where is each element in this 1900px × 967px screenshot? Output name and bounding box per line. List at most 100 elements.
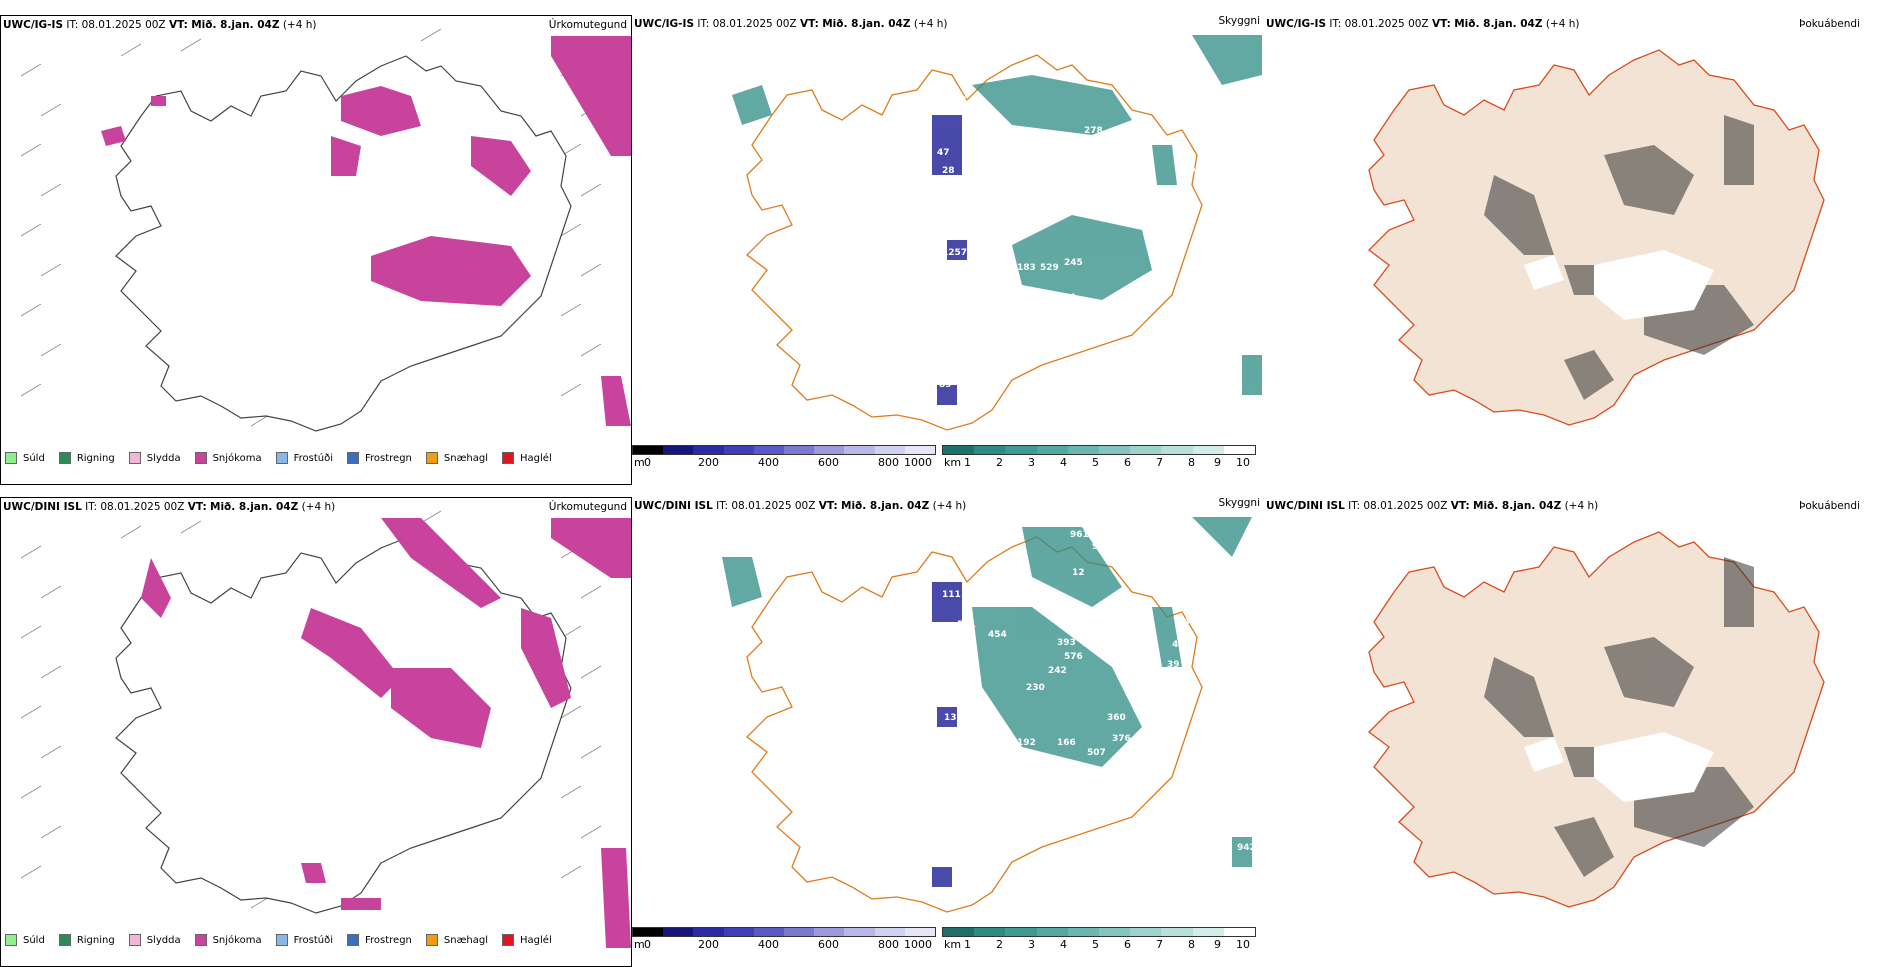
- value-label: 942: [1092, 542, 1111, 552]
- legend-swatch: [347, 452, 359, 464]
- legend-swatch: [502, 934, 515, 946]
- tick-label: 6: [1124, 938, 1131, 951]
- tick-label: 4: [1060, 456, 1067, 469]
- tick-label: 9: [1214, 938, 1221, 951]
- legend-swatch: [347, 934, 359, 946]
- visibility-panel-top: UWC/IG-IS IT: 08.01.2025 00Z VT: Mið. 8.…: [632, 15, 1264, 485]
- ceiling-colorbar-ticks: m 0 200 400 600 800 1000: [632, 455, 936, 469]
- precip-type-panel-top: UWC/IG-IS IT: 08.01.2025 00Z VT: Mið. 8.…: [0, 15, 632, 485]
- legend-swatch: [5, 452, 17, 464]
- tick-label: 3: [1028, 938, 1035, 951]
- visibility-colorbar-ramp: [942, 445, 1256, 455]
- tick-label: 8: [1188, 938, 1195, 951]
- legend-item-frostudi: Frostúði: [275, 452, 333, 464]
- legend-swatch: [194, 934, 207, 946]
- legend-item-slydda: Slydda: [128, 452, 181, 464]
- tick-label: 8: [1188, 456, 1195, 469]
- value-label: 47: [937, 148, 950, 158]
- coastline: [115, 537, 572, 914]
- low-ceiling-areas: [932, 582, 962, 887]
- legend-item-rigning: Rigning: [58, 452, 115, 464]
- wind-barbs: [20, 510, 602, 909]
- tick-label: 600: [818, 456, 839, 469]
- visibility-colorbar: km 1 2 3 4 5 6 7 8 9 10: [942, 445, 1256, 475]
- low-visibility-areas: [722, 517, 1252, 867]
- visibility-colorbar-ramp: [942, 927, 1256, 937]
- value-label: 675: [1177, 165, 1196, 175]
- value-label: 454: [988, 630, 1007, 640]
- value-label: 18: [707, 690, 720, 700]
- precip-legend: Súld Rigning Slydda Snjókoma Frostúði Fr…: [5, 448, 566, 468]
- value-label: 278: [1084, 126, 1103, 136]
- value-label: 89: [939, 380, 952, 390]
- legend-item-snaehagl: Snæhagl: [425, 452, 488, 464]
- legend-swatch: [275, 934, 288, 946]
- fog-panel-bottom: UWC/DINI ISL IT: 08.01.2025 00Z VT: Mið.…: [1264, 497, 1900, 967]
- tick-label: 10: [1236, 456, 1250, 469]
- value-label: 961: [1070, 530, 1089, 540]
- snow-areas: [101, 36, 631, 426]
- glacier-areas: [1524, 732, 1714, 802]
- tick-label: 1000: [904, 938, 932, 951]
- legend-item-frostudi: Frostúði: [275, 934, 333, 946]
- panel-type-label: Úrkomutegund: [548, 19, 627, 31]
- panel-header: UWC/DINI ISL IT: 08.01.2025 00Z VT: Mið.…: [1266, 500, 1599, 512]
- panel-type-label: Úrkomutegund: [548, 501, 627, 513]
- legend-swatch: [128, 934, 141, 946]
- legend-item-frostregn: Frostregn: [347, 934, 412, 946]
- value-label: 39: [1167, 660, 1180, 670]
- visibility-unit: km: [944, 938, 962, 951]
- tick-label: 0: [644, 938, 651, 951]
- low-visibility-areas: [732, 35, 1262, 395]
- tick-label: 2: [996, 938, 1003, 951]
- panel-header: UWC/IG-IS IT: 08.01.2025 00Z VT: Mið. 8.…: [634, 18, 948, 30]
- value-label: 242: [1048, 666, 1067, 676]
- value-label: 376: [1112, 734, 1131, 744]
- tick-label: 1: [964, 938, 971, 951]
- value-label: 72: [1002, 136, 1015, 146]
- value-label: 393: [1057, 638, 1076, 648]
- value-label: 365: [992, 253, 1011, 263]
- tick-label: 400: [758, 938, 779, 951]
- legend-item-haglel: Haglél: [502, 934, 552, 946]
- tick-label: 400: [758, 456, 779, 469]
- value-label: 183: [1017, 263, 1036, 273]
- visibility-map: 961 942 12 111 16 531 305 454 487 39 10 …: [707, 517, 1256, 913]
- tick-label: 9: [1214, 456, 1221, 469]
- legend-item-sudl: Súld: [5, 934, 45, 946]
- fog-map: [1368, 531, 1825, 908]
- fog-map: [1368, 49, 1825, 426]
- ceiling-colorbar-ramp: [632, 927, 936, 937]
- legend-item-sudl: Súld: [5, 452, 45, 464]
- visibility-value-labels: 37 278 635 47 26 72 879 28 204 304 675 6…: [742, 96, 1196, 390]
- value-label: 204: [962, 183, 981, 193]
- value-label: 166: [1057, 738, 1076, 748]
- panel-type-label: Þokuábendi: [1799, 18, 1860, 30]
- ceiling-colorbar: m 0 200 400 600 800 1000: [632, 927, 936, 957]
- visibility-colorbar-ticks: km 1 2 3 4 5 6 7 8 9 10: [942, 455, 1256, 469]
- fog-dark-areas: [1484, 557, 1754, 877]
- fog-panel-top: UWC/IG-IS IT: 08.01.2025 00Z VT: Mið. 8.…: [1264, 15, 1900, 485]
- value-label: 1257: [942, 248, 967, 258]
- precip-map: [20, 510, 631, 948]
- value-label: 135: [944, 713, 963, 723]
- legend-swatch: [128, 452, 141, 464]
- value-label: 12: [1072, 568, 1085, 578]
- legend-item-snjokoma: Snjókoma: [194, 452, 262, 464]
- value-label: 576: [1064, 652, 1083, 662]
- tick-label: 7: [1156, 938, 1163, 951]
- legend-swatch: [425, 934, 438, 946]
- visibility-colorbar: km 1 2 3 4 5 6 7 8 9 10: [942, 927, 1256, 957]
- tick-label: 200: [698, 938, 719, 951]
- ceiling-colorbar-ticks: m 0 200 400 600 800 1000: [632, 937, 936, 951]
- tick-label: 1: [964, 456, 971, 469]
- tick-label: 200: [698, 456, 719, 469]
- tick-label: 600: [818, 938, 839, 951]
- tick-label: 6: [1124, 456, 1131, 469]
- value-label: 10: [1177, 618, 1190, 628]
- panel-type-label: Þokuábendi: [1799, 500, 1860, 512]
- value-label: 111: [942, 590, 961, 600]
- tick-label: 10: [1236, 938, 1250, 951]
- value-label: 230: [1026, 683, 1045, 693]
- value-label: 28: [942, 166, 955, 176]
